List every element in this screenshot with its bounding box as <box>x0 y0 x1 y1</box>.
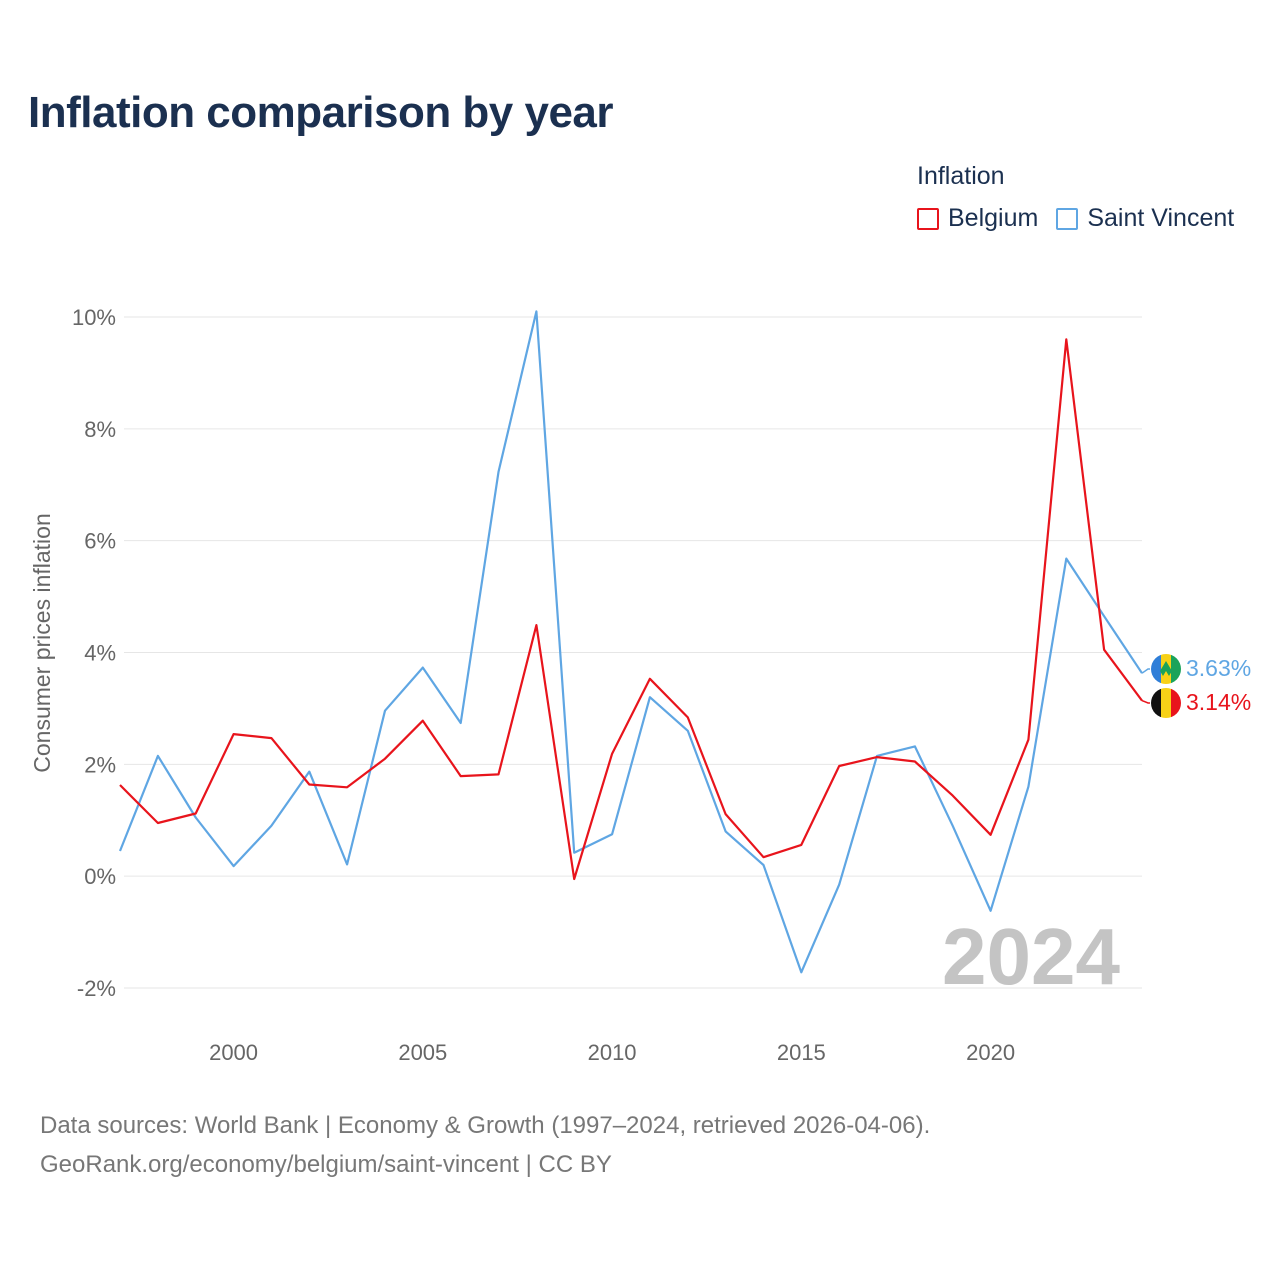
x-tick-label: 2015 <box>777 1040 826 1065</box>
y-tick-label: 10% <box>72 305 116 330</box>
legend-title: Inflation <box>917 162 1005 190</box>
x-tick-label: 2020 <box>966 1040 1015 1065</box>
belgium-flag-icon <box>1151 688 1181 718</box>
y-tick-label: 6% <box>84 529 116 554</box>
belgium-end-label: 3.14% <box>1186 689 1251 715</box>
chart-title: Inflation comparison by year <box>28 88 614 137</box>
y-axis-label: Consumer prices inflation <box>29 513 55 773</box>
y-axis-ticks: -2% 0% 2% 4% 6% 8% 10% <box>72 305 116 1001</box>
y-tick-label: 4% <box>84 641 116 666</box>
legend-item-saint-vincent[interactable]: Saint Vincent <box>1056 204 1234 233</box>
saint-vincent-end-connector <box>1141 668 1150 674</box>
y-tick-label: 2% <box>84 752 116 777</box>
x-tick-label: 2005 <box>398 1040 447 1065</box>
x-tick-label: 2000 <box>209 1040 258 1065</box>
y-tick-label: 0% <box>84 864 116 889</box>
legend-swatch-belgium <box>917 207 939 230</box>
legend-label-saint-vincent: Saint Vincent <box>1087 204 1235 232</box>
legend-item-belgium[interactable]: Belgium <box>917 204 1038 233</box>
end-markers <box>1151 654 1181 718</box>
y-tick-label: 8% <box>84 417 116 442</box>
belgium-series-line[interactable] <box>119 338 1143 881</box>
series-lines <box>118 310 1150 974</box>
line-chart: -2% 0% 2% 4% 6% 8% 10% 2000 2005 2010 2015 2020 Co… <box>29 305 1251 1065</box>
saint-vincent-series-line[interactable] <box>118 310 1143 974</box>
legend-swatch-saint-vincent <box>1056 207 1079 230</box>
belgium-end-connector <box>1141 699 1150 704</box>
legend: Belgium Saint Vincent <box>917 204 1252 233</box>
saint-vincent-flag-icon <box>1151 654 1181 684</box>
saint-vincent-end-label: 3.63% <box>1186 655 1251 681</box>
x-axis-ticks: 2000 2005 2010 2015 2020 <box>209 1040 1015 1065</box>
source-line-1: Data sources: World Bank | Economy & Gro… <box>40 1112 931 1139</box>
y-tick-label: -2% <box>77 976 116 1001</box>
gridlines <box>124 316 1142 989</box>
year-watermark: 2024 <box>942 912 1120 1001</box>
source-line-2[interactable]: GeoRank.org/economy/belgium/saint-vincen… <box>40 1151 612 1178</box>
data-source-note: Data sources: World Bank | Economy & Gro… <box>40 1106 930 1184</box>
legend-label-belgium: Belgium <box>948 204 1039 232</box>
x-tick-label: 2010 <box>588 1040 637 1065</box>
